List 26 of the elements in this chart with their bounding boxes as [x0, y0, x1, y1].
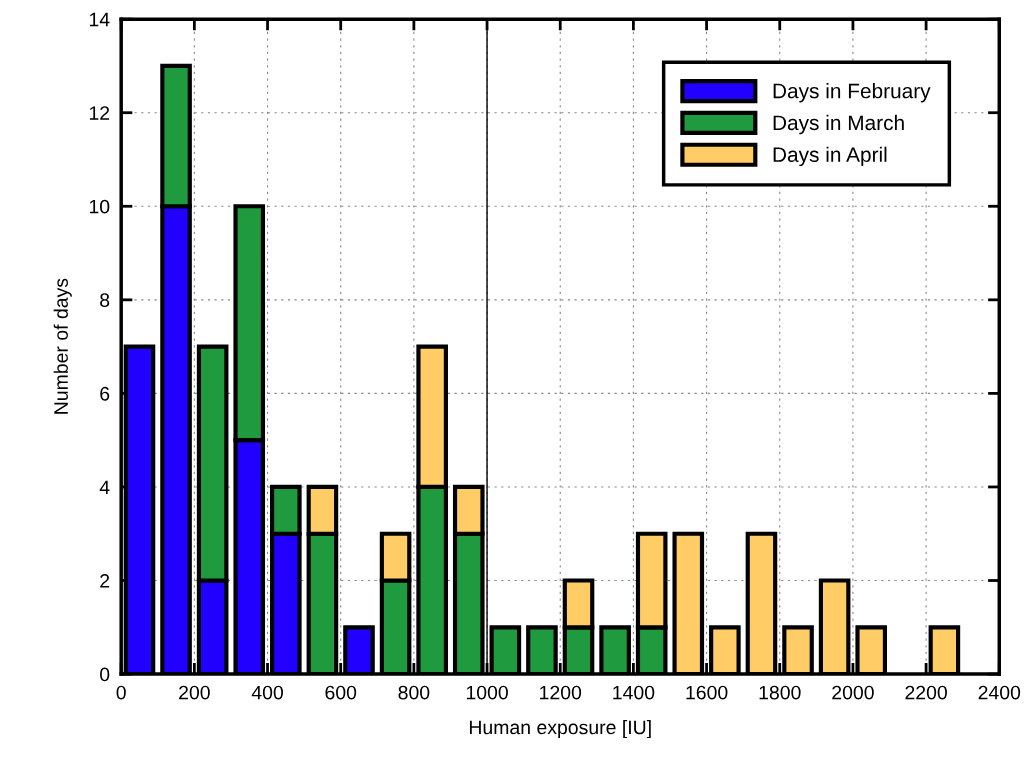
x-tick-label: 2200	[905, 685, 947, 700]
x-tick-label: 400	[251, 685, 283, 700]
y-tick-label: 0	[100, 667, 110, 682]
x-tick-label: 0	[116, 685, 126, 700]
x-tick-label: 200	[179, 685, 210, 700]
x-axis-title: Human exposure [IU]	[469, 719, 651, 739]
x-tick-label: 800	[398, 685, 430, 700]
y-tick-label: 14	[89, 12, 110, 27]
legend-label: Days in February	[773, 83, 931, 103]
x-tick-label: 1800	[759, 685, 801, 700]
x-tick-label: 600	[325, 685, 357, 700]
legend-label: Days in April	[773, 146, 887, 167]
y-tick-label: 12	[89, 106, 110, 120]
legend-label: Days in March	[773, 114, 904, 135]
x-tick-label: 2400	[978, 685, 1021, 700]
x-tick-label: 1200	[540, 685, 582, 700]
y-tick-label: 6	[100, 386, 110, 401]
x-tick-label: 1000	[466, 685, 508, 700]
y-tick-label: 10	[89, 199, 110, 214]
y-axis-title: Number of days	[53, 278, 72, 414]
y-tick-label: 2	[100, 573, 110, 588]
y-tick-label: 4	[99, 480, 110, 494]
x-tick-label: 2000	[832, 685, 874, 700]
x-tick-label: 1600	[686, 685, 728, 700]
y-tick-label: 8	[100, 293, 110, 308]
x-tick-label: 1400	[613, 685, 655, 700]
